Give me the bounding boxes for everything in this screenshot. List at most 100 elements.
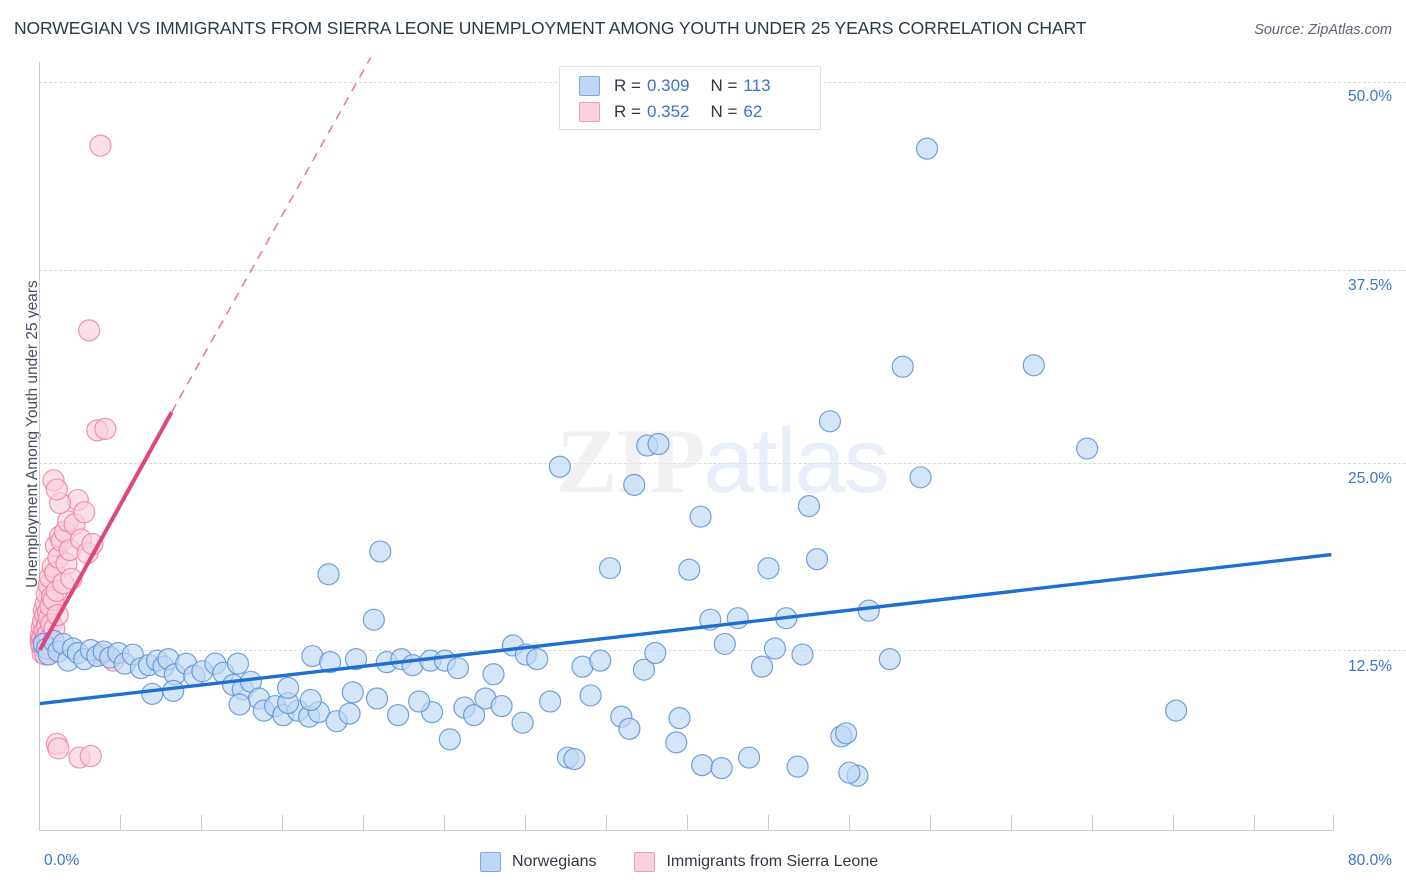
x-tick-label-max: 80.0% xyxy=(1348,852,1392,869)
data-point xyxy=(94,417,117,440)
stats-swatch-pink xyxy=(579,102,600,122)
x-tick xyxy=(525,815,526,830)
x-tick xyxy=(1011,815,1012,830)
data-point xyxy=(1076,437,1099,460)
data-point xyxy=(838,761,861,784)
data-point xyxy=(668,707,691,730)
data-point xyxy=(589,649,612,672)
data-point xyxy=(579,684,602,707)
data-point xyxy=(915,137,939,160)
stats-row-norwegians: R = 0.309 N = 113 xyxy=(560,73,820,99)
data-point xyxy=(317,563,340,586)
x-tick xyxy=(363,815,364,830)
trendline-sierra-leone-extension xyxy=(170,57,372,413)
stats-r-label-blue: R = xyxy=(614,76,641,95)
x-tick xyxy=(1173,815,1174,830)
x-tick xyxy=(201,815,202,830)
data-point xyxy=(835,722,858,745)
trendline-sierra-leone xyxy=(38,411,174,651)
data-point xyxy=(678,558,701,581)
data-point xyxy=(563,747,586,771)
data-point xyxy=(45,478,68,501)
data-point xyxy=(482,663,505,686)
stats-n-label-blue: N = xyxy=(710,76,738,95)
sierra-leone-points-group xyxy=(29,134,125,769)
y-tick-label-50: 50.0% xyxy=(1348,88,1392,105)
data-point xyxy=(791,643,814,666)
data-point xyxy=(647,432,670,456)
data-point xyxy=(689,505,712,528)
data-point xyxy=(511,711,534,734)
data-point xyxy=(228,693,251,716)
legend-item-norwegians[interactable]: Norwegians xyxy=(480,852,596,872)
data-point xyxy=(365,687,389,710)
y-tick-label-37_5: 37.5% xyxy=(1348,277,1392,294)
data-point xyxy=(226,652,250,675)
legend-swatch-norwegians xyxy=(480,852,501,872)
data-point xyxy=(299,688,322,712)
trendlines-group xyxy=(38,57,1332,706)
data-point xyxy=(909,466,932,489)
data-point xyxy=(463,704,486,727)
correlation-stats-box: R = 0.309 N = 113 R = 0.352 N = 62 xyxy=(559,66,821,130)
data-point xyxy=(763,637,787,660)
data-point xyxy=(490,694,513,718)
x-tick-label-min: 0.0% xyxy=(44,852,80,869)
legend-item-sierra-leone[interactable]: Immigrants from Sierra Leone xyxy=(634,852,878,872)
data-point xyxy=(757,557,780,580)
chart-legend: Norwegians Immigrants from Sierra Leone xyxy=(480,849,916,875)
data-point xyxy=(891,355,914,378)
data-point xyxy=(857,599,880,622)
stats-r-value-pink: 0.352 xyxy=(646,102,690,121)
data-point xyxy=(369,540,392,563)
data-point xyxy=(878,647,901,671)
legend-label-norwegians: Norwegians xyxy=(512,853,597,870)
data-point xyxy=(47,737,70,760)
data-point xyxy=(386,704,410,727)
data-point xyxy=(632,658,656,681)
data-point xyxy=(1164,699,1188,722)
x-tick xyxy=(444,815,445,830)
data-point xyxy=(438,728,461,751)
trendline-norwegians xyxy=(39,552,1332,706)
x-tick xyxy=(768,815,769,830)
data-point xyxy=(805,548,829,571)
x-tick xyxy=(1254,815,1255,830)
norwegian-points-group xyxy=(32,137,1188,787)
data-point xyxy=(341,681,364,704)
data-point xyxy=(162,679,185,703)
stats-n-value-pink: 62 xyxy=(743,102,763,121)
stats-n-label-pink: N = xyxy=(710,102,738,121)
y-axis-line xyxy=(39,62,40,830)
data-point xyxy=(408,690,431,713)
data-point xyxy=(1022,354,1045,377)
data-point xyxy=(446,657,470,680)
x-tick xyxy=(849,815,850,830)
data-point xyxy=(277,676,300,699)
stats-r-label-pink: R = xyxy=(614,102,641,121)
data-point xyxy=(598,557,622,580)
data-point xyxy=(786,755,809,778)
data-point xyxy=(548,455,571,478)
data-point xyxy=(141,682,164,706)
legend-label-sierra-leone: Immigrants from Sierra Leone xyxy=(666,853,879,870)
data-point xyxy=(618,717,641,740)
data-point xyxy=(539,690,562,713)
stats-r-value-blue: 0.309 xyxy=(646,76,690,95)
data-point xyxy=(710,757,733,780)
x-tick xyxy=(120,815,121,830)
legend-swatch-sierra-leone xyxy=(634,852,656,872)
x-tick xyxy=(1333,815,1334,830)
data-point xyxy=(338,702,361,725)
x-tick xyxy=(687,815,688,830)
data-point xyxy=(89,134,112,157)
stats-n-value-blue: 113 xyxy=(743,76,771,95)
data-point xyxy=(526,647,549,671)
stats-swatch-blue xyxy=(579,76,600,96)
data-point xyxy=(691,754,714,777)
data-point xyxy=(737,746,761,769)
data-point xyxy=(344,647,368,671)
x-tick xyxy=(39,815,40,830)
data-point xyxy=(623,473,646,496)
stats-row-sierra-leone: R = 0.352 N = 62 xyxy=(560,99,820,125)
